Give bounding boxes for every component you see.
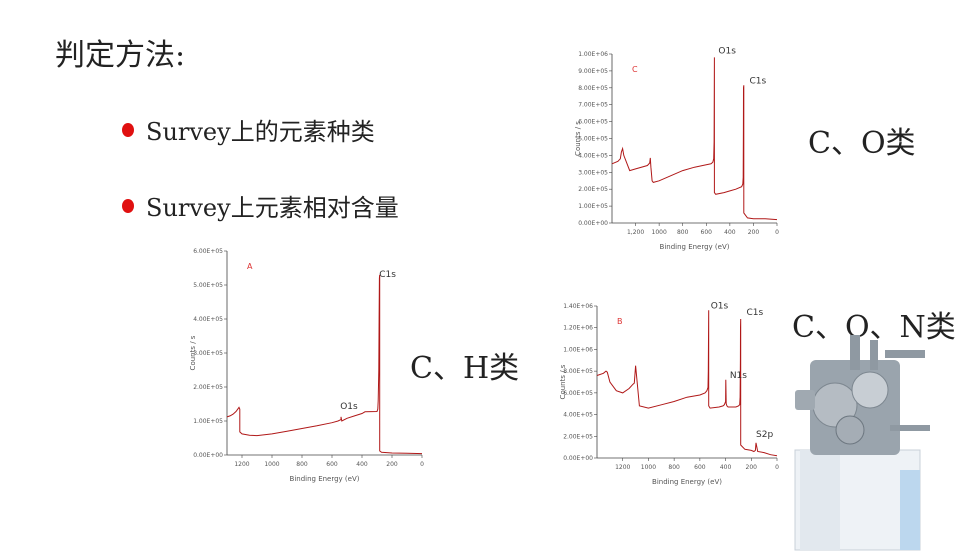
bullet-text: Survey上的元素种类 [146, 118, 375, 146]
y-tick-label: 1.00E+06 [563, 346, 593, 353]
panel-label: C [632, 65, 638, 74]
peak-label: O1s [711, 301, 729, 311]
panel-label: B [617, 317, 623, 326]
y-tick-label: 5.00E+05 [193, 282, 223, 289]
x-tick-label: 600 [694, 464, 706, 471]
xps-spectrum-c: 0.00E+00 1.00E+05 2.00E+05 3.00E+05 4.00E+05… [574, 46, 779, 251]
x-axis-label: Binding Energy (eV) [290, 475, 360, 483]
x-tick-label: 200 [746, 464, 758, 471]
x-tick-label: 200 [386, 461, 398, 468]
y-tick-label: 1.00E+06 [578, 51, 608, 58]
y-tick-label: 1.20E+06 [563, 325, 593, 332]
label-c-o: C、O类 [808, 126, 916, 161]
y-tick-label: 0.00E+00 [563, 455, 593, 462]
y-tick-label: 1.00E+05 [193, 418, 223, 425]
y-axis-label: Counts / s [574, 121, 582, 156]
peak-label: N1s [730, 371, 747, 381]
y-tick-label: 4.00E+05 [563, 412, 593, 419]
label-c-h: C、H类 [410, 351, 520, 386]
spectrum-line [611, 57, 778, 221]
x-tick-label: 1000 [641, 464, 656, 471]
x-axis-label: Binding Energy (eV) [652, 478, 722, 486]
x-tick-label: 1200 [234, 461, 249, 468]
x-tick-label: 1,200 [627, 229, 644, 236]
y-tick-label: 2.00E+05 [193, 384, 223, 391]
y-tick-label: 0.00E+00 [578, 220, 608, 227]
spectrum-line [226, 274, 423, 455]
bullet-survey-relative-content: Survey上元素相对含量 [122, 188, 399, 223]
y-axis-label: Counts / s [189, 335, 197, 370]
peak-label: C1s [379, 270, 396, 280]
y-tick-label: 2.00E+05 [563, 433, 593, 440]
red-bullet-icon [122, 198, 134, 213]
red-bullet-icon [122, 122, 134, 137]
x-tick-label: 0 [775, 464, 779, 471]
x-tick-label: 800 [296, 461, 308, 468]
y-tick-label: 3.00E+05 [578, 169, 608, 176]
bullet-text: Survey上元素相对含量 [146, 194, 399, 222]
peak-label: C1s [750, 76, 767, 86]
y-tick-label: 6.00E+05 [578, 119, 608, 126]
x-tick-label: 600 [701, 229, 713, 236]
x-tick-label: 0 [775, 229, 779, 236]
slide-title: 判定方法: [55, 38, 186, 73]
y-tick-label: 8.00E+05 [563, 368, 593, 375]
y-tick-label: 0.00E+00 [193, 452, 223, 459]
x-tick-label: 0 [420, 461, 424, 468]
x-tick-label: 1000 [652, 229, 667, 236]
peak-label: C1s [746, 308, 763, 318]
y-tick-label: 6.00E+05 [193, 248, 223, 255]
x-tick-label: 1200 [615, 464, 630, 471]
y-tick-label: 4.00E+05 [578, 152, 608, 159]
y-tick-label: 1.00E+05 [578, 203, 608, 210]
peak-label: S2p [756, 430, 773, 440]
x-tick-label: 400 [356, 461, 368, 468]
x-tick-label: 800 [677, 229, 689, 236]
y-tick-label: 9.00E+05 [578, 68, 608, 75]
x-tick-label: 400 [720, 464, 732, 471]
y-tick-label: 4.00E+05 [193, 316, 223, 323]
x-axis-label: Binding Energy (eV) [660, 243, 730, 251]
bullet-survey-element-types: Survey上的元素种类 [122, 112, 375, 147]
y-tick-label: 8.00E+05 [578, 85, 608, 92]
x-tick-label: 200 [748, 229, 760, 236]
panel-label: A [247, 262, 253, 271]
x-tick-label: 600 [326, 461, 338, 468]
peak-label: O1s [340, 402, 358, 412]
y-tick-label: 2.00E+05 [578, 186, 608, 193]
y-tick-label: 3.00E+05 [193, 350, 223, 357]
x-tick-label: 1000 [264, 461, 279, 468]
x-tick-label: 400 [724, 229, 736, 236]
peak-label: O1s [718, 46, 736, 56]
y-tick-label: 1.40E+06 [563, 303, 593, 310]
xps-instrument-image [794, 335, 930, 551]
xps-spectrum-b: 0.00E+00 2.00E+05 4.00E+05 6.00E+05 8.00E+05… [559, 301, 779, 486]
label-c-o-n: C、O、N类 [792, 310, 956, 345]
spectrum-line [596, 310, 778, 457]
y-axis-label: Counts / s [559, 364, 567, 399]
x-tick-label: 800 [668, 464, 680, 471]
y-tick-label: 5.00E+05 [578, 136, 608, 143]
xps-spectrum-a: 0.00E+00 1.00E+05 2.00E+05 3.00E+05 4.00E+05… [189, 248, 424, 483]
y-tick-label: 7.00E+05 [578, 102, 608, 109]
y-tick-label: 6.00E+05 [563, 390, 593, 397]
